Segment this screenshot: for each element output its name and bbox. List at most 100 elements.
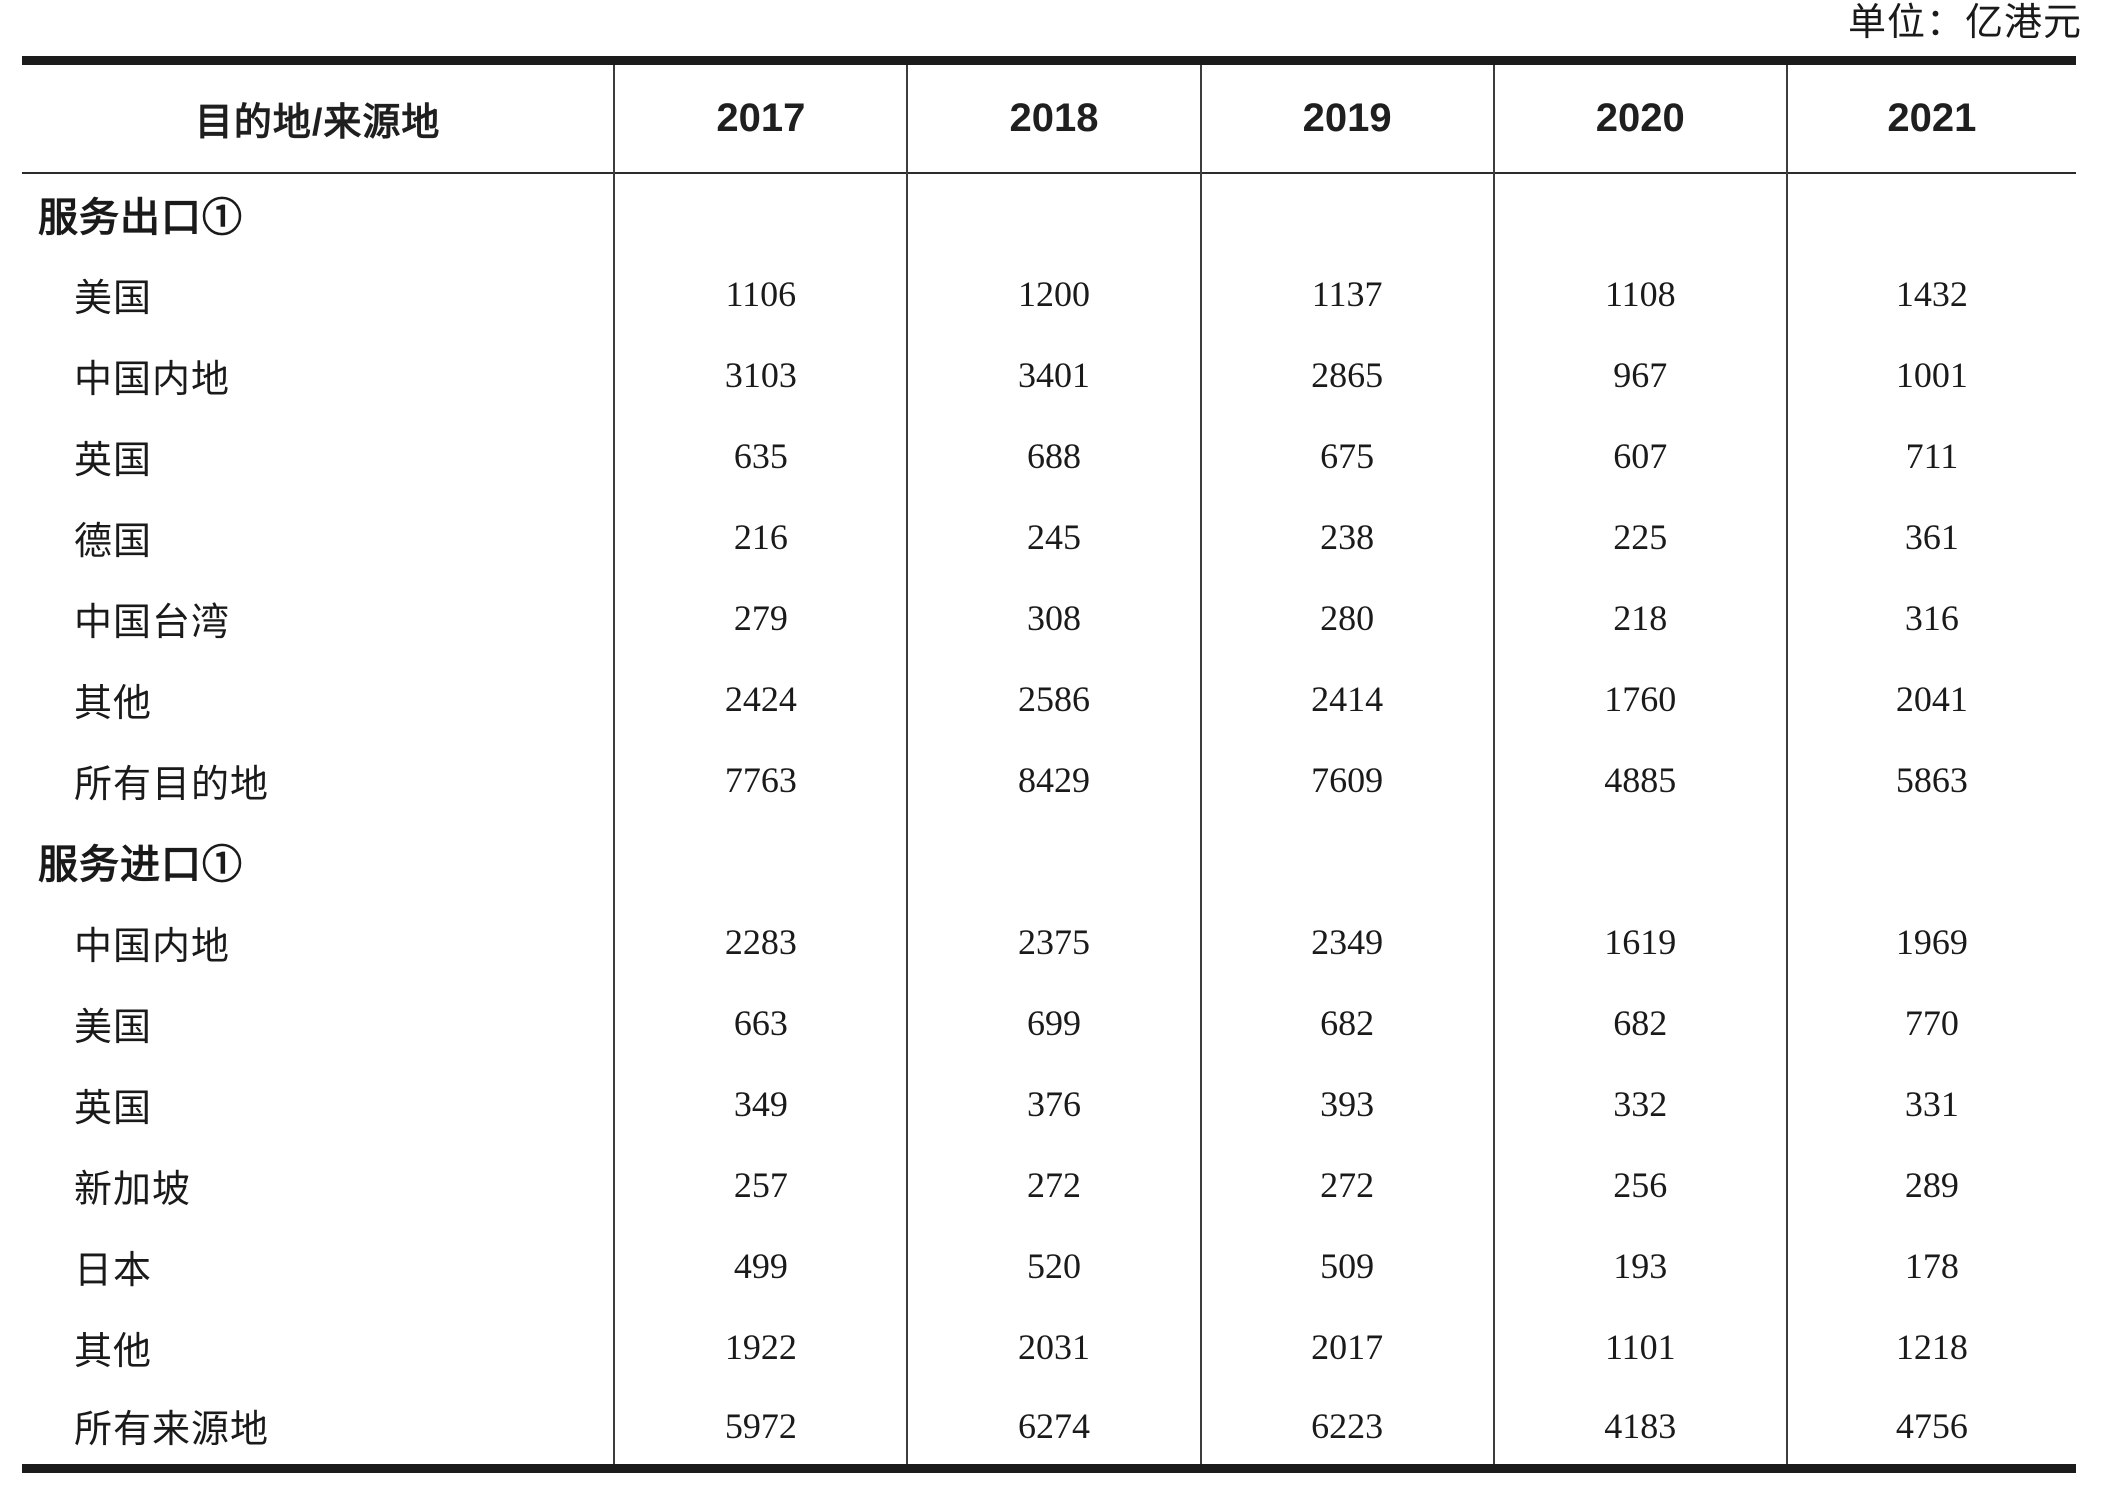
value-cell: 5863 [1895, 760, 1968, 800]
value-cell: 2414 [1200, 658, 1495, 740]
value-cell: 178 [1904, 1246, 1959, 1286]
value-cell: 7763 [614, 739, 909, 821]
empty-cell [1787, 173, 2076, 254]
unit-label: 单位：亿港元 [1847, 2, 2082, 44]
value-cell: 4756 [1895, 1405, 1968, 1446]
row-label: 所有来源地 [22, 1387, 616, 1469]
value-cell: 499 [614, 1225, 909, 1307]
value-cell: 257 [614, 1144, 909, 1226]
value-cell: 272 [1200, 1144, 1495, 1226]
section-title: 服务进口① [22, 820, 616, 902]
value-cell: 1969 [1895, 922, 1968, 962]
row-label: 德国 [22, 496, 616, 578]
empty-cell [614, 820, 909, 902]
table-row: 美国 663 699 682 682 770 [22, 982, 2076, 1064]
table-row: 中国台湾 279 308 280 218 316 [22, 577, 2076, 659]
table-row: 美国 1106 1200 1137 1108 1432 [22, 253, 2076, 335]
value-cell: 1101 [1493, 1306, 1788, 1388]
value-cell: 663 [614, 982, 909, 1064]
value-cell: 279 [614, 577, 909, 659]
value-cell: 6223 [1200, 1387, 1495, 1469]
value-cell: 3103 [614, 334, 909, 416]
header-year-2018: 2018 [907, 60, 1202, 173]
row-label: 中国台湾 [22, 577, 616, 659]
value-cell: 1218 [1895, 1327, 1968, 1367]
value-cell: 280 [1200, 577, 1495, 659]
value-cell: 1432 [1895, 274, 1968, 314]
header-row: 目的地/来源地 2017 2018 2019 2020 2021 [22, 60, 2076, 173]
header-destination-source: 目的地/来源地 [22, 60, 616, 173]
header-year-2017: 2017 [614, 60, 909, 173]
value-cell: 967 [1493, 334, 1788, 416]
row-label: 英国 [22, 415, 616, 497]
value-cell: 376 [907, 1063, 1202, 1145]
value-cell: 3401 [907, 334, 1202, 416]
value-cell: 332 [1493, 1063, 1788, 1145]
value-cell: 193 [1493, 1225, 1788, 1307]
empty-cell [907, 172, 1202, 254]
value-cell: 216 [614, 496, 909, 578]
table-row: 所有来源地 5972 6274 6223 4183 4756 [22, 1387, 2076, 1469]
row-label: 中国内地 [22, 334, 616, 416]
value-cell: 2865 [1200, 334, 1495, 416]
row-label: 新加坡 [22, 1144, 616, 1226]
row-label: 美国 [22, 982, 616, 1064]
value-cell: 4183 [1493, 1387, 1788, 1469]
table-row: 英国 635 688 675 607 711 [22, 415, 2076, 497]
value-cell: 7609 [1200, 739, 1495, 821]
value-cell: 635 [614, 415, 909, 497]
table-row: 中国内地 2283 2375 2349 1619 1969 [22, 901, 2076, 983]
empty-cell [1493, 172, 1788, 254]
row-label: 英国 [22, 1063, 616, 1145]
value-cell: 520 [907, 1225, 1202, 1307]
header-year-2021: 2021 [1887, 95, 1977, 140]
value-cell: 675 [1200, 415, 1495, 497]
value-cell: 682 [1493, 982, 1788, 1064]
empty-cell [1787, 821, 2076, 902]
value-cell: 2017 [1200, 1306, 1495, 1388]
row-label: 中国内地 [22, 901, 616, 983]
empty-cell [614, 172, 909, 254]
value-cell: 361 [1904, 517, 1959, 557]
value-cell: 1001 [1895, 355, 1968, 395]
value-cell: 218 [1493, 577, 1788, 659]
value-cell: 1137 [1200, 253, 1495, 335]
value-cell: 1200 [907, 253, 1202, 335]
value-cell: 289 [1904, 1165, 1959, 1205]
row-label: 日本 [22, 1225, 616, 1307]
services-trade-table: 目的地/来源地 2017 2018 2019 2020 2021 服务出口① 美国… [22, 56, 2076, 1473]
empty-cell [1200, 820, 1495, 902]
table-row: 英国 349 376 393 332 331 [22, 1063, 2076, 1145]
value-cell: 308 [907, 577, 1202, 659]
value-cell: 699 [907, 982, 1202, 1064]
value-cell: 238 [1200, 496, 1495, 578]
value-cell: 316 [1904, 598, 1959, 638]
section-header-row: 服务出口① [22, 172, 2076, 254]
table-row: 其他 1922 2031 2017 1101 1218 [22, 1306, 2076, 1388]
empty-cell [1493, 820, 1788, 902]
value-cell: 2041 [1895, 679, 1968, 719]
row-label: 其他 [22, 1306, 616, 1388]
value-cell: 225 [1493, 496, 1788, 578]
row-label: 美国 [22, 253, 616, 335]
value-cell: 770 [1904, 1003, 1959, 1043]
value-cell: 2283 [614, 901, 909, 983]
value-cell: 4885 [1493, 739, 1788, 821]
value-cell: 711 [1905, 436, 1959, 476]
value-cell: 2586 [907, 658, 1202, 740]
value-cell: 256 [1493, 1144, 1788, 1226]
table-row: 其他 2424 2586 2414 1760 2041 [22, 658, 2076, 740]
table-body: 服务出口① 美国 1106 1200 1137 1108 1432 中国内地 3103 3401 2… [22, 172, 2076, 1469]
header-year-2019: 2019 [1200, 60, 1495, 173]
value-cell: 393 [1200, 1063, 1495, 1145]
value-cell: 1922 [614, 1306, 909, 1388]
value-cell: 2031 [907, 1306, 1202, 1388]
value-cell: 2349 [1200, 901, 1495, 983]
value-cell: 245 [907, 496, 1202, 578]
table-row: 中国内地 3103 3401 2865 967 1001 [22, 334, 2076, 416]
table-row: 所有目的地 7763 8429 7609 4885 5863 [22, 739, 2076, 821]
table-header: 目的地/来源地 2017 2018 2019 2020 2021 [22, 60, 2076, 173]
value-cell: 607 [1493, 415, 1788, 497]
value-cell: 6274 [907, 1387, 1202, 1469]
value-cell: 5972 [614, 1387, 909, 1469]
